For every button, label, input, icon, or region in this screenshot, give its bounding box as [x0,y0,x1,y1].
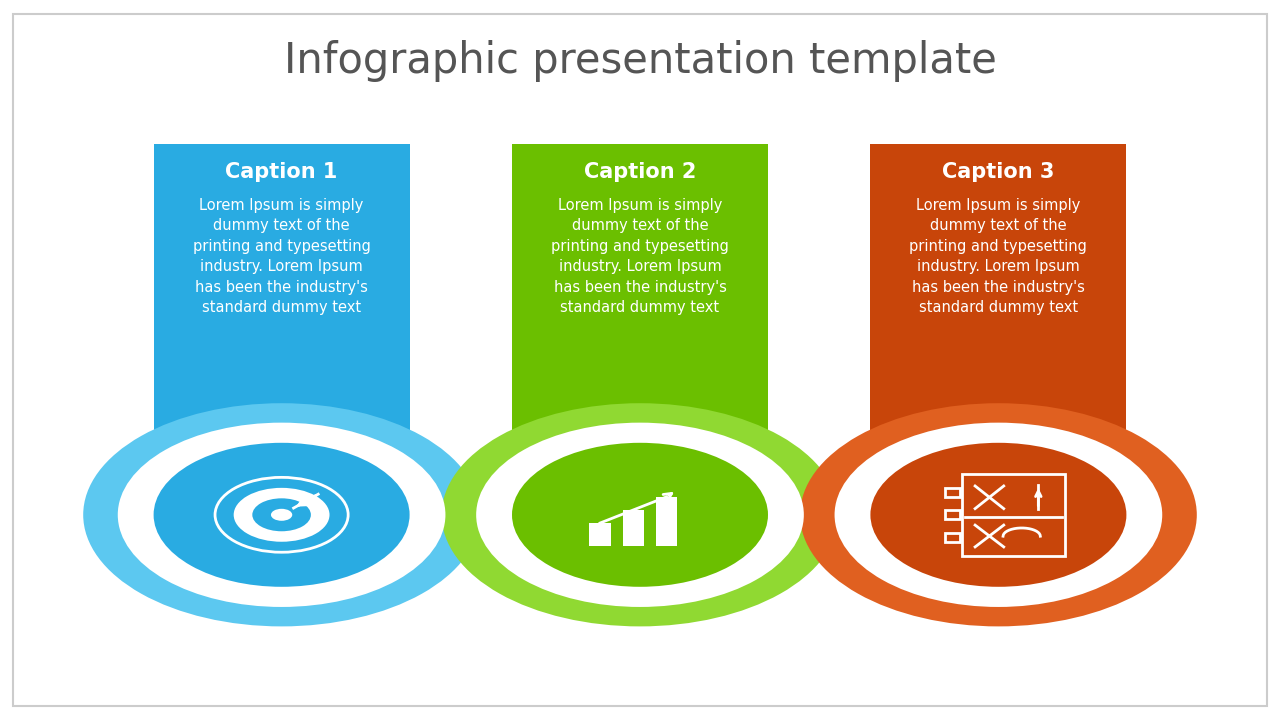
Circle shape [252,498,311,531]
Text: Lorem Ipsum is simply
dummy text of the
printing and typesetting
industry. Lorem: Lorem Ipsum is simply dummy text of the … [552,198,728,315]
Text: Lorem Ipsum is simply
dummy text of the
printing and typesetting
industry. Lorem: Lorem Ipsum is simply dummy text of the … [193,198,370,315]
Circle shape [83,403,480,626]
Bar [622,510,644,546]
Bar [945,533,960,542]
Bar [655,497,677,546]
Circle shape [870,443,1126,587]
Circle shape [476,423,804,607]
Circle shape [512,443,768,587]
Circle shape [154,443,410,587]
Circle shape [800,403,1197,626]
Circle shape [271,509,292,521]
Bar [945,487,960,497]
Circle shape [234,488,329,541]
Text: Infographic presentation template: Infographic presentation template [284,40,996,82]
Bar [945,510,960,519]
Text: Caption 2: Caption 2 [584,162,696,182]
Text: Caption 3: Caption 3 [942,162,1055,182]
Bar [512,144,768,504]
Text: Lorem Ipsum is simply
dummy text of the
printing and typesetting
industry. Lorem: Lorem Ipsum is simply dummy text of the … [910,198,1087,315]
Bar [154,144,410,504]
Bar [589,523,611,546]
Circle shape [442,403,838,626]
Bar [961,474,1065,556]
Text: Caption 1: Caption 1 [225,162,338,182]
Circle shape [215,477,348,552]
Circle shape [118,423,445,607]
Circle shape [835,423,1162,607]
Bar [870,144,1126,504]
